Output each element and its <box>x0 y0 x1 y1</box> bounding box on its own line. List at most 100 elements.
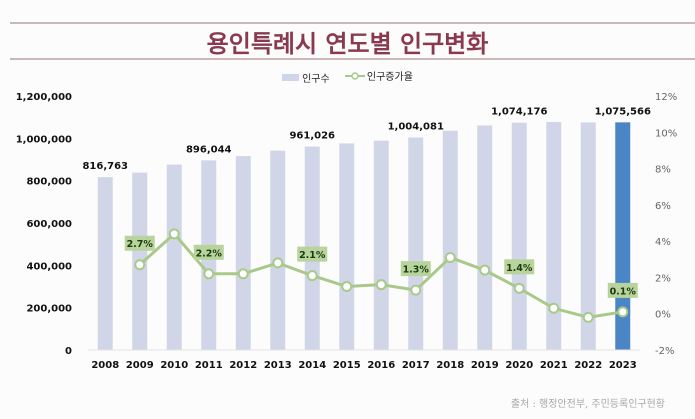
bar-2008 <box>97 177 113 350</box>
x-tick-label: 2012 <box>229 360 257 371</box>
x-tick-label: 2010 <box>160 360 188 371</box>
bar-data-label: 1,074,176 <box>491 107 547 118</box>
legend-bar-swatch <box>282 73 300 81</box>
bar-2021 <box>546 122 562 350</box>
legend-item-growth: 인구증가율 <box>344 68 413 83</box>
x-tick-label: 2011 <box>195 360 223 371</box>
growth-label-box <box>607 282 638 298</box>
right-tick-label: 12% <box>655 92 677 103</box>
growth-point-2022 <box>582 311 594 323</box>
source-note: 출처 : 행정안전부, 주민등록인구현황 <box>510 399 665 410</box>
growth-point-2021 <box>548 302 560 314</box>
growth-point-2011 <box>203 268 215 280</box>
bar-2012 <box>235 156 251 350</box>
left-tick-label: 1,000,000 <box>16 134 72 145</box>
chart-title: 용인특례시 연도별 인구변화 <box>206 30 489 58</box>
line-series <box>134 228 629 323</box>
growth-label-text: 2.1% <box>299 250 326 261</box>
x-tick-label: 2019 <box>471 360 499 371</box>
bar-data-label: 816,763 <box>82 161 128 172</box>
growth-point-2016 <box>375 279 387 291</box>
growth-point-2010 <box>168 228 180 240</box>
x-tick-label: 2014 <box>298 360 326 371</box>
bar-data-label: 1,075,566 <box>595 106 651 117</box>
growth-label-text: 2.7% <box>127 239 154 250</box>
growth-point-2012 <box>237 268 249 280</box>
growth-label-box <box>297 246 328 262</box>
x-tick-label: 2021 <box>540 360 568 371</box>
x-tick-label: 2022 <box>574 360 602 371</box>
growth-label-2011: 2.2% <box>193 244 224 260</box>
bar-data-label: 896,044 <box>186 144 232 155</box>
bar-data-labels: 816,763 896,044 961,026 1,004,081 1,074,176 1… <box>82 106 650 172</box>
right-tick-label: 0% <box>655 310 671 321</box>
growth-point-2015 <box>341 281 353 292</box>
legend-label-growth: 인구증가율 <box>366 72 413 83</box>
growth-label-box <box>193 244 224 260</box>
right-tick-label: -2% <box>655 346 674 357</box>
right-axis: -2% 0% 2% 4% 6% 8% 10% 12% <box>655 92 677 357</box>
growth-label-text: 1.4% <box>506 263 533 274</box>
growth-point-2017 <box>410 284 422 296</box>
x-tick-label: 2023 <box>609 360 637 371</box>
left-tick-label: 800,000 <box>26 177 72 188</box>
x-axis: 2008 2009 2010 2011 2012 2013 2014 2015 2016 2017… <box>91 360 636 371</box>
growth-label-2009: 2.7% <box>124 235 155 251</box>
growth-label-2017: 1.3% <box>400 261 431 277</box>
growth-label-box <box>124 235 155 251</box>
growth-label-text: 2.2% <box>196 248 223 259</box>
growth-label-2014: 2.1% <box>297 246 328 262</box>
growth-point-2013 <box>272 257 284 269</box>
right-tick-label: 6% <box>655 201 671 212</box>
growth-point-2009 <box>134 259 146 271</box>
left-tick-label: 1,200,000 <box>16 92 72 103</box>
bar-data-label: 1,004,081 <box>388 121 444 132</box>
bar-2022 <box>580 122 596 350</box>
left-tick-label: 200,000 <box>26 304 72 315</box>
bar-2017 <box>408 137 424 350</box>
line-data-labels: 2.7% 2.2% 2.1% 1.3% 1.4% 0.1% <box>124 235 638 298</box>
legend-label-population: 인구수 <box>302 73 330 85</box>
bar-2010 <box>166 164 182 350</box>
x-tick-label: 2017 <box>402 360 430 371</box>
legend-item-population: 인구수 <box>282 70 330 85</box>
growth-label-box <box>400 261 431 277</box>
growth-label-text: 1.3% <box>403 265 430 276</box>
title-bottom-rule <box>10 58 695 60</box>
right-tick-label: 4% <box>655 237 671 248</box>
right-tick-label: 10% <box>655 128 677 139</box>
x-tick-label: 2016 <box>367 360 395 371</box>
x-tick-label: 2018 <box>436 360 464 371</box>
growth-point-2023 <box>617 306 629 318</box>
x-tick-label: 2013 <box>264 360 292 371</box>
growth-label-box <box>504 259 535 275</box>
bar-2016 <box>373 140 389 350</box>
legend-line-swatch <box>344 71 365 80</box>
left-tick-label: 400,000 <box>26 261 72 272</box>
bar-2013 <box>270 150 286 350</box>
growth-label-2020: 1.4% <box>504 259 535 275</box>
growth-point-2018 <box>444 251 456 263</box>
bar-2019 <box>477 125 493 351</box>
bar-2020 <box>511 122 527 350</box>
growth-label-text: 0.1% <box>610 286 637 297</box>
growth-point-2020 <box>513 282 525 294</box>
x-tick-label: 2008 <box>91 360 119 371</box>
bar-2018 <box>442 130 458 350</box>
title-top-rule <box>10 22 695 24</box>
growth-point-2019 <box>479 264 491 276</box>
x-tick-label: 2020 <box>505 360 533 371</box>
legend: 인구수 인구증가율 <box>0 68 695 85</box>
left-tick-label: 600,000 <box>26 219 72 230</box>
left-axis: 0 200,000 400,000 600,000 800,000 1,000,000 1,… <box>16 92 72 357</box>
bar-2015 <box>339 143 355 350</box>
growth-point-2014 <box>306 270 318 282</box>
bar-data-label: 961,026 <box>289 131 335 142</box>
x-tick-label: 2015 <box>333 360 361 371</box>
right-tick-label: 8% <box>655 165 671 176</box>
x-tick-label: 2009 <box>126 360 154 371</box>
right-tick-label: 2% <box>655 273 671 284</box>
left-tick-label: 0 <box>65 346 72 357</box>
growth-label-2023: 0.1% <box>607 282 638 298</box>
